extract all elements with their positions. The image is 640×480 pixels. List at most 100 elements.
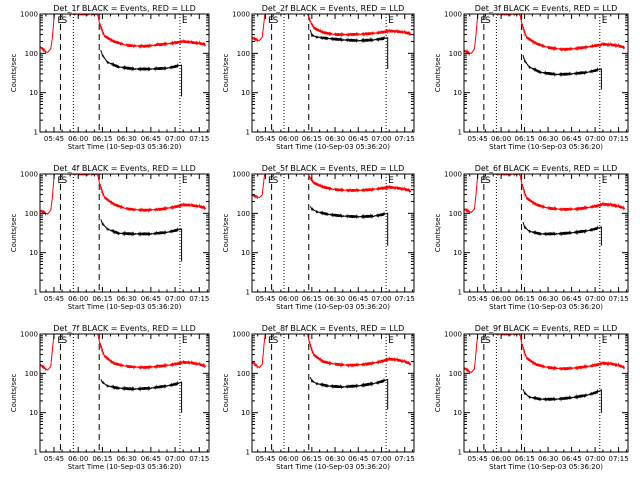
x-tick-label: 05:45 bbox=[467, 455, 487, 463]
x-tick-label: 06:15 bbox=[514, 135, 534, 143]
x-tick-label: 06:45 bbox=[561, 295, 581, 303]
x-tick-label: 06:00 bbox=[68, 455, 88, 463]
y-tick-label: 1 bbox=[246, 449, 250, 457]
events-series-line bbox=[522, 221, 602, 246]
x-tick-label: 06:30 bbox=[325, 135, 345, 143]
y-tick-label: 1 bbox=[458, 289, 462, 297]
panel-title: Det_2f BLACK = Events, RED = LLD bbox=[262, 4, 405, 13]
x-tick-label: 06:30 bbox=[325, 295, 345, 303]
panel-frame bbox=[251, 13, 415, 133]
y-tick-label: 10 bbox=[453, 89, 462, 97]
lld-series-line bbox=[40, 174, 207, 216]
x-tick-label: 07:00 bbox=[371, 295, 391, 303]
event-marker-label: E bbox=[388, 16, 394, 26]
x-tick-label: 06:45 bbox=[348, 135, 368, 143]
x-tick-label: 07:00 bbox=[585, 455, 605, 463]
x-tick-label: 06:30 bbox=[117, 295, 137, 303]
x-tick-label: 05:45 bbox=[467, 135, 487, 143]
x-tick-label: 06:45 bbox=[141, 455, 161, 463]
event-marker-label: E bbox=[57, 336, 63, 346]
x-tick-label: 06:45 bbox=[561, 455, 581, 463]
event-marker-label: E bbox=[388, 176, 394, 186]
y-tick-label: 10 bbox=[29, 89, 38, 97]
x-tick-label: 07:15 bbox=[395, 135, 415, 143]
y-axis-label: Counts/sec bbox=[434, 54, 442, 93]
x-tick-label: 06:30 bbox=[538, 455, 558, 463]
panel-frame bbox=[39, 333, 210, 453]
lld-series-line bbox=[464, 14, 626, 57]
event-marker-label: E bbox=[182, 176, 188, 186]
panel-data bbox=[464, 334, 626, 413]
start-marker-label: S bbox=[61, 336, 67, 346]
lld-series-line bbox=[252, 174, 412, 200]
panel-7: Det_7f BLACK = Events, RED = LLD 1 10 100 10… bbox=[10, 324, 210, 471]
events-series-line bbox=[522, 388, 602, 413]
x-tick-label: 05:45 bbox=[44, 455, 64, 463]
event-marker-label: E bbox=[388, 336, 394, 346]
panel-5: Det_5f BLACK = Events, RED = LLD 1 10 100 10… bbox=[222, 164, 415, 311]
events-series-line bbox=[309, 29, 389, 69]
x-tick-label: 07:00 bbox=[165, 295, 185, 303]
x-tick-label: 06:00 bbox=[491, 295, 511, 303]
x-tick-label: 06:15 bbox=[302, 135, 322, 143]
x-tick-label: 05:45 bbox=[255, 295, 275, 303]
panel-frame bbox=[39, 173, 210, 293]
lld-series-line bbox=[464, 334, 626, 375]
x-tick-label: 06:00 bbox=[279, 295, 299, 303]
panel-data bbox=[40, 14, 207, 97]
y-tick-label: 1 bbox=[246, 289, 250, 297]
x-tick-label: 05:45 bbox=[44, 135, 64, 143]
x-tick-label: 06:30 bbox=[538, 295, 558, 303]
y-tick-label: 10 bbox=[453, 249, 462, 257]
event-marker-label: E bbox=[480, 16, 486, 26]
y-tick-label: 100 bbox=[449, 210, 462, 218]
y-tick-label: 1000 bbox=[444, 11, 462, 19]
y-tick-label: 1000 bbox=[20, 11, 38, 19]
events-series-line bbox=[100, 50, 183, 97]
x-tick-label: 06:00 bbox=[491, 135, 511, 143]
panel-data bbox=[252, 334, 412, 410]
x-tick-label: 06:45 bbox=[348, 295, 368, 303]
start-marker-label: S bbox=[273, 176, 279, 186]
y-tick-label: 100 bbox=[237, 50, 250, 58]
lld-series-line bbox=[40, 14, 207, 54]
x-tick-label: 06:15 bbox=[302, 455, 322, 463]
y-tick-label: 1000 bbox=[444, 171, 462, 179]
y-tick-label: 10 bbox=[241, 249, 250, 257]
y-tick-label: 100 bbox=[25, 370, 38, 378]
y-tick-label: 100 bbox=[25, 210, 38, 218]
x-tick-label: 07:15 bbox=[609, 455, 629, 463]
y-axis-label: Counts/sec bbox=[10, 214, 18, 253]
y-tick-label: 1000 bbox=[444, 331, 462, 339]
start-marker-label: S bbox=[61, 176, 67, 186]
x-tick-label: 06:30 bbox=[117, 135, 137, 143]
x-tick-label: 07:00 bbox=[585, 135, 605, 143]
x-tick-label: 06:45 bbox=[348, 455, 368, 463]
y-tick-label: 10 bbox=[241, 89, 250, 97]
x-tick-label: 07:15 bbox=[189, 455, 209, 463]
y-tick-label: 100 bbox=[237, 370, 250, 378]
start-marker-label: S bbox=[273, 336, 279, 346]
start-marker-label: S bbox=[273, 16, 279, 26]
y-axis-label: Counts/sec bbox=[434, 374, 442, 413]
panel-frame bbox=[463, 13, 629, 133]
y-tick-label: 100 bbox=[449, 50, 462, 58]
x-tick-label: 07:00 bbox=[585, 295, 605, 303]
x-tick-label: 06:15 bbox=[514, 455, 534, 463]
x-tick-label: 07:15 bbox=[609, 135, 629, 143]
lld-series-line bbox=[464, 174, 626, 215]
y-axis-label: Counts/sec bbox=[222, 54, 230, 93]
y-tick-label: 1 bbox=[34, 449, 38, 457]
x-tick-label: 07:00 bbox=[165, 455, 185, 463]
x-tick-label: 06:00 bbox=[279, 135, 299, 143]
x-tick-label: 06:00 bbox=[68, 295, 88, 303]
x-tick-label: 07:15 bbox=[609, 295, 629, 303]
events-series-line bbox=[100, 219, 183, 262]
lld-series-line bbox=[252, 14, 412, 43]
y-tick-label: 100 bbox=[237, 210, 250, 218]
x-tick-label: 07:15 bbox=[395, 455, 415, 463]
panel-frame bbox=[251, 173, 415, 293]
event-marker-label: E bbox=[602, 16, 608, 26]
lld-series-line bbox=[252, 334, 412, 369]
